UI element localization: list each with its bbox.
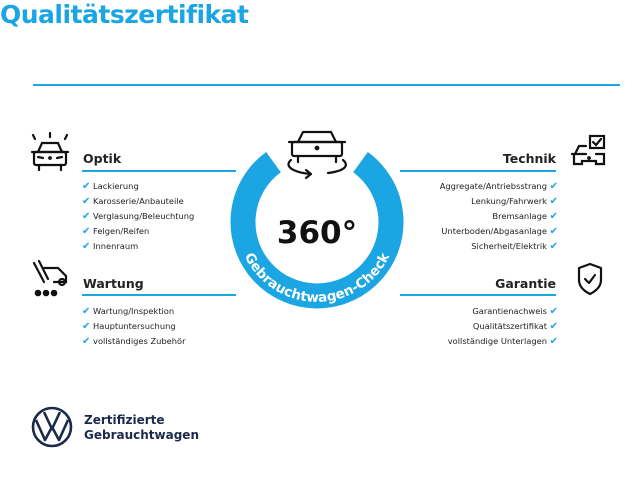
item-label: Qualitätszertifikat xyxy=(472,321,547,331)
page-title: Qualitätszertifikat xyxy=(0,0,249,29)
item-label: Innenraum xyxy=(93,241,139,251)
service-tool-car-icon xyxy=(32,260,68,297)
list-item: Bremsanlage ✔ xyxy=(440,209,558,224)
list-item: Unterboden/Abgasanlage ✔ xyxy=(440,224,558,239)
list-item: vollständige Unterlagen ✔ xyxy=(448,334,558,349)
item-label: Lenkung/Fahrwerk xyxy=(471,196,547,206)
section-title-wartung: Wartung xyxy=(83,276,144,291)
check-icon: ✔ xyxy=(549,211,558,222)
check-icon: ✔ xyxy=(549,196,558,207)
section-title-technik: Technik xyxy=(502,151,556,166)
list-item: ✔ Felgen/Reifen xyxy=(82,224,194,239)
wartung-divider xyxy=(82,294,236,296)
section-title-garantie: Garantie xyxy=(495,276,556,291)
item-label: Wartung/Inspektion xyxy=(93,306,175,316)
list-item: ✔ Verglasung/Beleuchtung xyxy=(82,209,194,224)
list-item: ✔ Innenraum xyxy=(82,239,194,254)
list-item: ✔ Karosserie/Anbauteile xyxy=(82,194,194,209)
check-icon: ✔ xyxy=(82,306,91,317)
list-item: Garantienachweis ✔ xyxy=(448,304,558,319)
check-icon: ✔ xyxy=(549,241,558,252)
item-label: Garantienachweis xyxy=(472,306,547,316)
list-item: ✔ vollständiges Zubehör xyxy=(82,334,186,349)
list-item: Lenkung/Fahrwerk ✔ xyxy=(440,194,558,209)
check-icon: ✔ xyxy=(82,226,91,237)
check-icon: ✔ xyxy=(82,181,91,192)
list-item: ✔ Lackierung xyxy=(82,179,194,194)
check-icon: ✔ xyxy=(549,181,558,192)
check-icon: ✔ xyxy=(82,321,91,332)
technik-divider xyxy=(400,170,556,172)
check-icon: ✔ xyxy=(82,241,91,252)
check-icon: ✔ xyxy=(549,321,558,332)
car-lights-icon xyxy=(30,132,70,172)
optik-divider xyxy=(82,170,236,172)
list-item: ✔ Hauptuntersuchung xyxy=(82,319,186,334)
vw-logo xyxy=(31,406,73,448)
list-item: ✔ Wartung/Inspektion xyxy=(82,304,186,319)
title-divider xyxy=(33,84,620,86)
check-icon: ✔ xyxy=(82,196,91,207)
shield-check-icon xyxy=(577,262,603,296)
check-icon: ✔ xyxy=(82,211,91,222)
check-icon: ✔ xyxy=(549,226,558,237)
item-label: vollständiges Zubehör xyxy=(93,336,186,346)
item-label: Aggregate/Antriebsstrang xyxy=(439,181,547,191)
brand-line-2: Gebrauchtwagen xyxy=(84,428,199,442)
item-label: Verglasung/Beleuchtung xyxy=(93,211,195,221)
list-item: Aggregate/Antriebsstrang ✔ xyxy=(440,179,558,194)
item-label: Sicherheit/Elektrik xyxy=(471,241,547,251)
list-item: Sicherheit/Elektrik ✔ xyxy=(440,239,558,254)
garantie-divider xyxy=(400,294,556,296)
check-icon: ✔ xyxy=(82,336,91,347)
badge-ring xyxy=(230,152,404,309)
item-label: vollständige Unterlagen xyxy=(447,336,547,346)
item-label: Bremsanlage xyxy=(492,211,547,221)
badge-number: 360° xyxy=(277,215,357,251)
car-checkbox-icon xyxy=(570,134,606,166)
wartung-list: ✔ Wartung/Inspektion ✔ Hauptuntersuchung… xyxy=(82,304,186,349)
brand-text: Zertifizierte Gebrauchtwagen xyxy=(84,413,199,443)
item-label: Unterboden/Abgasanlage xyxy=(441,226,547,236)
optik-list: ✔ Lackierung ✔ Karosserie/Anbauteile ✔ V… xyxy=(82,179,194,254)
section-title-optik: Optik xyxy=(83,151,122,166)
garantie-list: Garantienachweis ✔ Qualitätszertifikat ✔… xyxy=(448,304,558,349)
brand-line-1: Zertifizierte xyxy=(84,413,165,427)
car-rotate-icon xyxy=(287,130,347,180)
check-icon: ✔ xyxy=(549,306,558,317)
item-label: Felgen/Reifen xyxy=(93,226,150,236)
check-icon: ✔ xyxy=(549,336,558,347)
technik-list: Aggregate/Antriebsstrang ✔ Lenkung/Fahrw… xyxy=(440,179,558,254)
item-label: Lackierung xyxy=(93,181,139,191)
item-label: Hauptuntersuchung xyxy=(93,321,176,331)
item-label: Karosserie/Anbauteile xyxy=(93,196,184,206)
list-item: Qualitätszertifikat ✔ xyxy=(448,319,558,334)
